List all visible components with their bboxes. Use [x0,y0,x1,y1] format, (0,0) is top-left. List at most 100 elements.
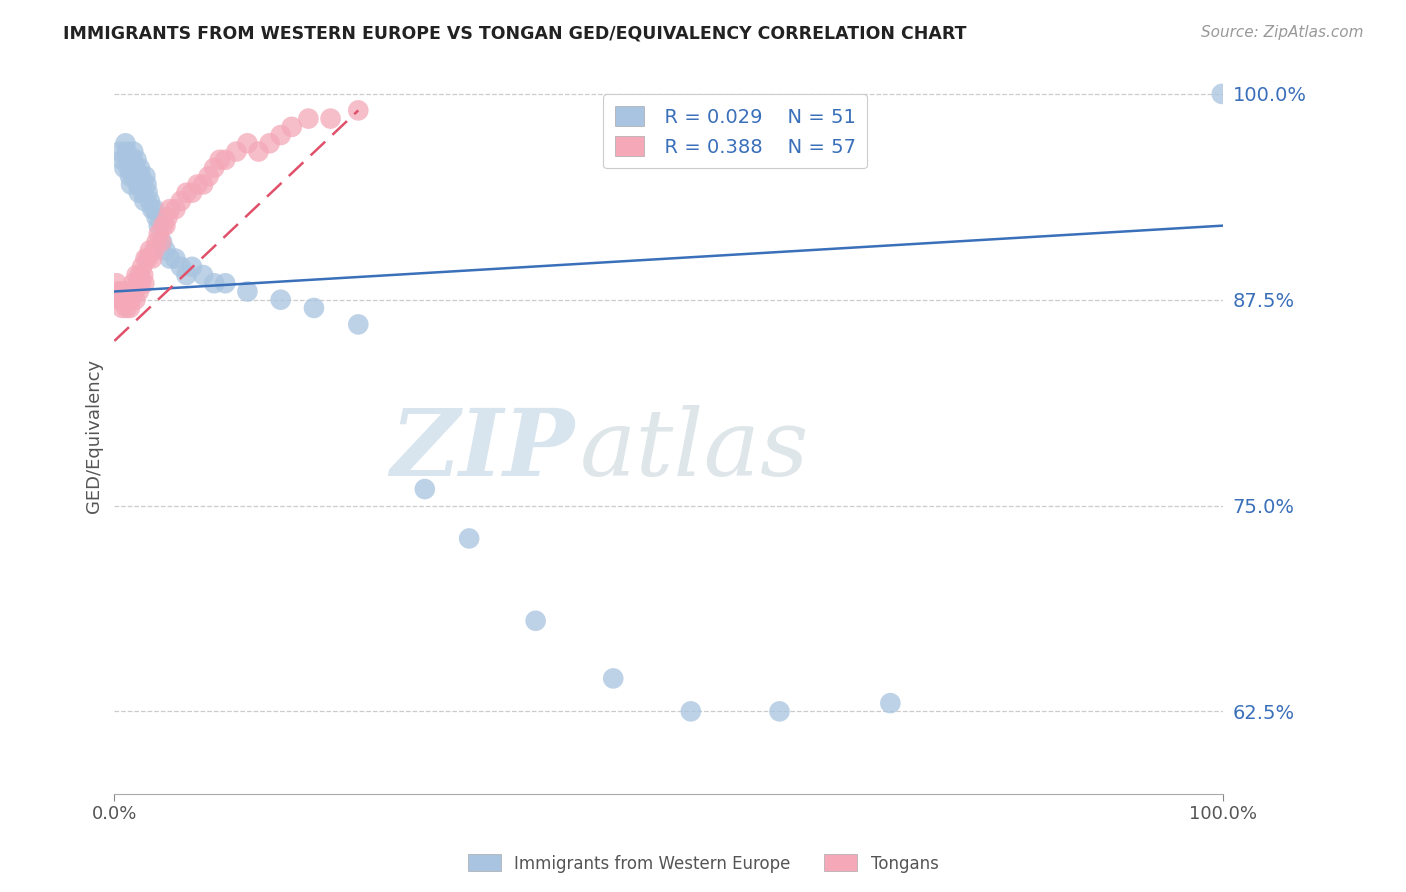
Point [112,293,135,307]
Point [208,153,231,167]
Point [128,285,150,299]
Point [117,285,139,299]
Point [270,293,292,307]
Point [124,161,146,175]
Point [111,301,134,315]
Point [149,235,172,249]
Point [191,268,214,282]
Point [145,211,167,225]
Point [122,277,145,291]
Point [129,169,152,184]
Point [165,252,187,266]
Point [120,178,142,192]
Point [181,260,204,274]
Point [145,235,167,249]
Point [202,161,225,175]
Point [879,696,901,710]
Point [134,194,156,208]
Point [155,219,177,233]
Point [141,202,163,216]
Point [117,153,139,167]
Point [118,293,141,307]
Point [139,194,162,208]
Point [134,169,156,184]
Point [129,161,152,175]
Point [247,145,270,159]
Point [302,301,325,315]
Point [121,285,143,299]
Point [129,268,152,282]
Point [768,704,790,718]
Point [270,128,292,142]
Point [131,260,153,274]
Point [281,120,304,134]
Point [129,277,152,291]
Point [112,285,135,299]
Point [107,285,129,299]
Point [124,285,146,299]
Point [165,202,187,216]
Point [187,178,209,192]
Legend:   R = 0.029    N = 51,   R = 0.388    N = 57: R = 0.029 N = 51, R = 0.388 N = 57 [603,95,868,169]
Point [236,136,259,151]
Legend: Immigrants from Western Europe, Tongans: Immigrants from Western Europe, Tongans [461,847,945,880]
Point [170,260,193,274]
Point [214,277,236,291]
Point [152,219,174,233]
Point [127,178,149,192]
Point [524,614,547,628]
Point [135,178,157,192]
Point [127,277,149,291]
Point [108,145,131,159]
Point [159,202,181,216]
Point [259,136,281,151]
Point [170,194,193,208]
Point [124,293,146,307]
Point [108,285,131,299]
Point [115,301,138,315]
Point [148,219,170,233]
Point [150,235,173,249]
Point [118,301,141,315]
Point [202,277,225,291]
Text: IMMIGRANTS FROM WESTERN EUROPE VS TONGAN GED/EQUIVALENCY CORRELATION CHART: IMMIGRANTS FROM WESTERN EUROPE VS TONGAN… [63,25,967,43]
Point [108,293,131,307]
Point [413,482,436,496]
Point [156,211,179,225]
Point [679,704,702,718]
Point [134,277,156,291]
Point [114,136,136,151]
Point [114,293,136,307]
Point [214,153,236,167]
Point [236,285,259,299]
Point [602,672,624,686]
Point [141,252,163,266]
Point [136,252,159,266]
Point [118,161,141,175]
Point [118,169,141,184]
Point [132,186,155,200]
Text: ZIP: ZIP [391,405,575,495]
Point [176,186,198,200]
Point [105,277,128,291]
Point [225,145,247,159]
Point [148,227,170,241]
Point [458,532,481,546]
Point [125,268,148,282]
Point [132,268,155,282]
Point [319,112,342,126]
Point [143,244,166,258]
Text: atlas: atlas [581,405,810,495]
Point [197,169,219,184]
Point [176,268,198,282]
Point [139,244,162,258]
Point [131,178,153,192]
Point [181,186,204,200]
Point [115,145,138,159]
Point [122,145,145,159]
Point [159,252,181,266]
Point [121,153,143,167]
Text: Source: ZipAtlas.com: Source: ZipAtlas.com [1201,25,1364,40]
Point [347,103,370,118]
Point [297,112,319,126]
